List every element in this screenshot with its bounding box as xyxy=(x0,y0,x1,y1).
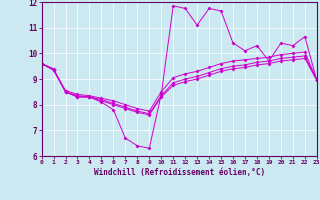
X-axis label: Windchill (Refroidissement éolien,°C): Windchill (Refroidissement éolien,°C) xyxy=(94,168,265,177)
